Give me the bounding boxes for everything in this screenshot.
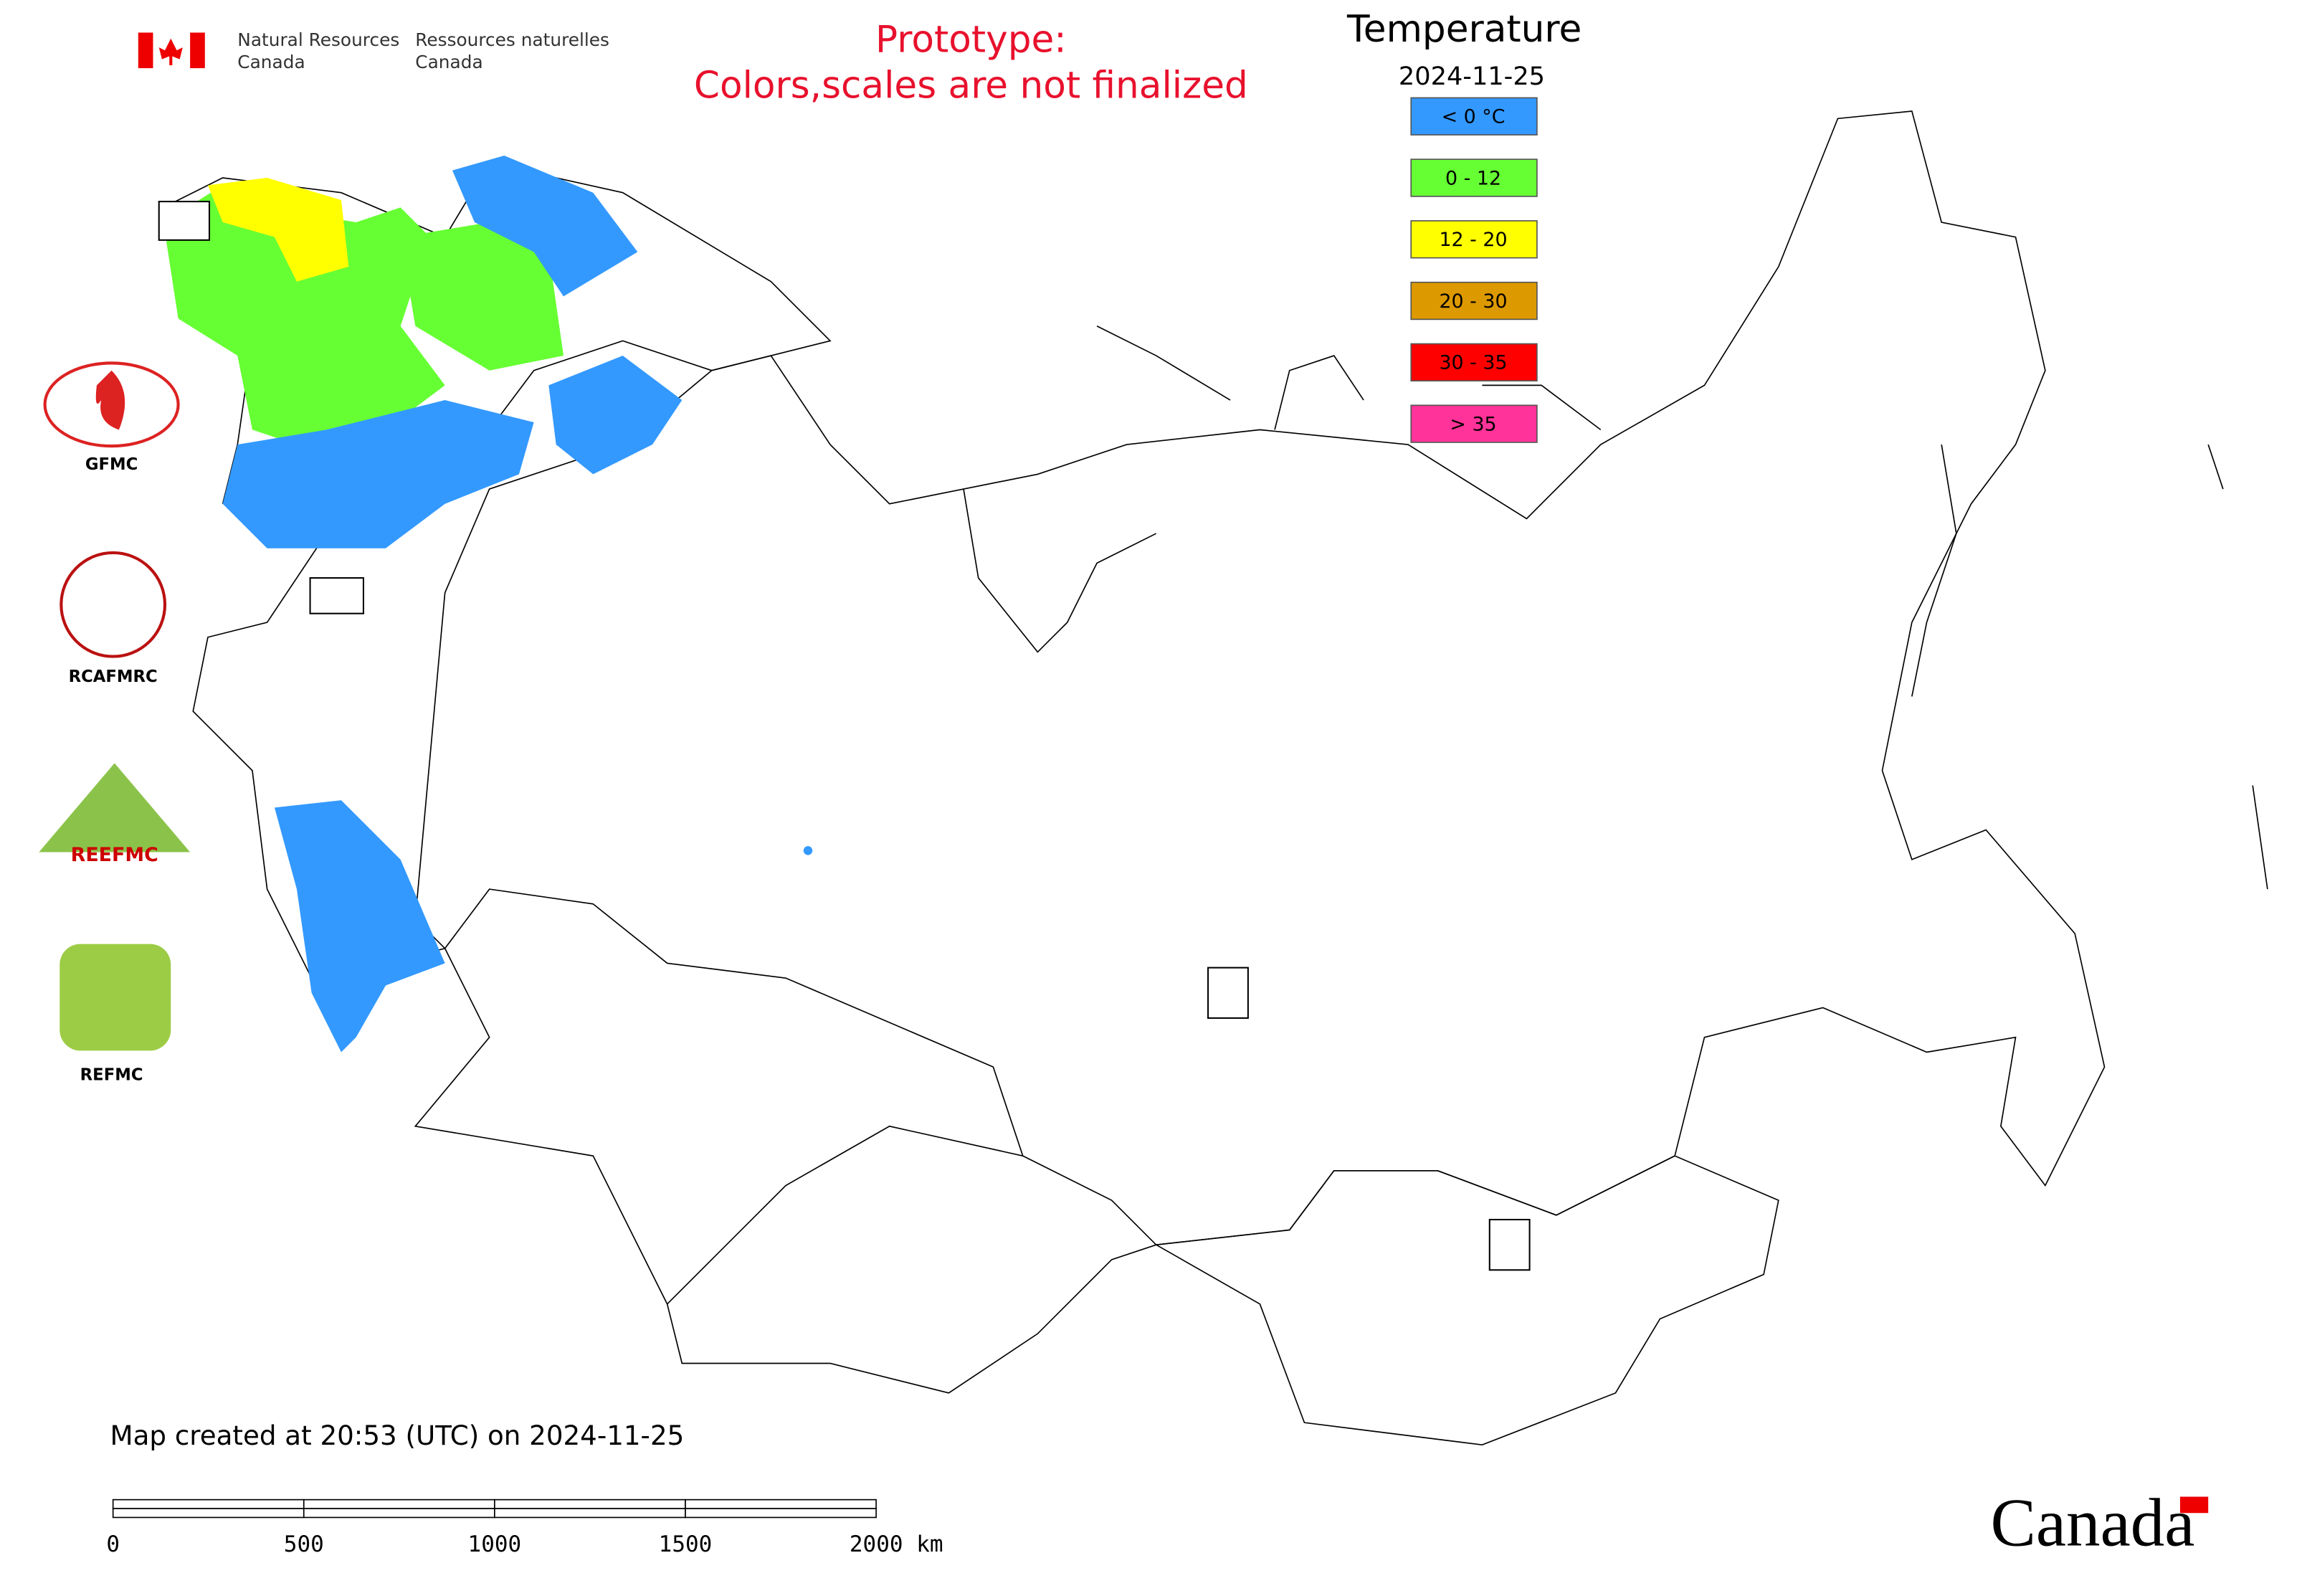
wordmark-flag [2179,1496,2209,1514]
agency-en: Canada [237,52,305,72]
legend-label: > 35 [1450,413,1496,435]
prototype-note: Prototype: [875,18,1067,61]
marker-rcafmrc [1488,1218,1531,1271]
flag-bar [190,32,205,69]
scale-bar: 0 500 1000 1500 2000 km [106,1498,943,1557]
prototype-note: Colors,scales are not finalized [694,64,1248,107]
temperature-regions [163,156,813,1053]
legend-label: < 0 °C [1442,106,1506,128]
flag-bar [138,32,153,69]
country-outline [1154,1155,1779,1446]
gfmc-flame [95,370,125,430]
legend-label: 0 - 12 [1445,167,1501,189]
legend-swatch [1410,97,1538,136]
temperature-region [803,846,813,855]
scale-segment [494,1508,686,1519]
temperature-region [548,356,682,475]
scale-segment [685,1508,877,1519]
legend: < 0 °C 0 - 12 12 - 20 20 - 30 30 - 35 > 35 [1410,97,1538,443]
scale-label: 500 [284,1531,324,1557]
created-note: Map created at 20:53 (UTC) on 2024-11-25 [110,1420,685,1451]
scale-label: 1500 [659,1531,713,1557]
temperature-region [274,800,445,1053]
coastline [963,325,1602,653]
scale-segment [303,1498,495,1509]
temperature-region [207,178,349,282]
marker-refmc [1207,966,1249,1019]
agency-fr: Ressources naturelles [415,29,609,50]
scale-label: 1000 [468,1531,522,1557]
temperature-region [222,400,534,548]
nrcan-signature: Natural Resources Canada Ressources natu… [138,29,609,72]
marker-reefmc [309,577,365,614]
legend-swatch [1410,404,1538,443]
logo-label: RCAFMRC [69,668,158,686]
scale-segment [112,1508,305,1519]
legend-swatch [1410,220,1538,259]
legend-swatch [1410,158,1538,197]
reefmc-logo-text: REEFMC [71,844,158,866]
legend-date: 2024-11-25 [1399,62,1545,91]
temperature-region [163,185,445,445]
reefmc-logo [39,763,191,852]
scale-segment [494,1498,686,1509]
country-outline [414,110,2106,1246]
scale-segment [112,1498,305,1509]
maple-leaf [158,38,183,65]
refmc-logo [60,944,171,1051]
marker-gfmc [158,201,211,241]
agency-en: Natural Resources [237,29,399,50]
logo-label: REFMC [80,1066,143,1085]
legend-swatch [1410,281,1538,320]
logo-label: GFMC [85,455,138,474]
canada-wordmark: Canada [1990,1485,2194,1561]
temperature-region [452,156,638,297]
scale-label: 0 [106,1531,120,1557]
agency-fr: Canada [415,52,482,72]
legend-label: 20 - 30 [1439,290,1507,313]
legend-swatch [1410,343,1538,382]
legend-title: Temperature [1346,8,1582,51]
country-outline [414,948,1156,1394]
temperature-region [400,222,563,371]
scale-segment [303,1508,495,1519]
coastline [1911,444,2268,890]
gfmc-logo [43,361,180,448]
legend-label: 30 - 35 [1439,352,1507,374]
rcafmrc-logo [60,551,167,658]
legend-label: 12 - 20 [1439,229,1507,251]
scale-label: 2000 km [850,1531,943,1557]
scale-segment [685,1498,877,1509]
